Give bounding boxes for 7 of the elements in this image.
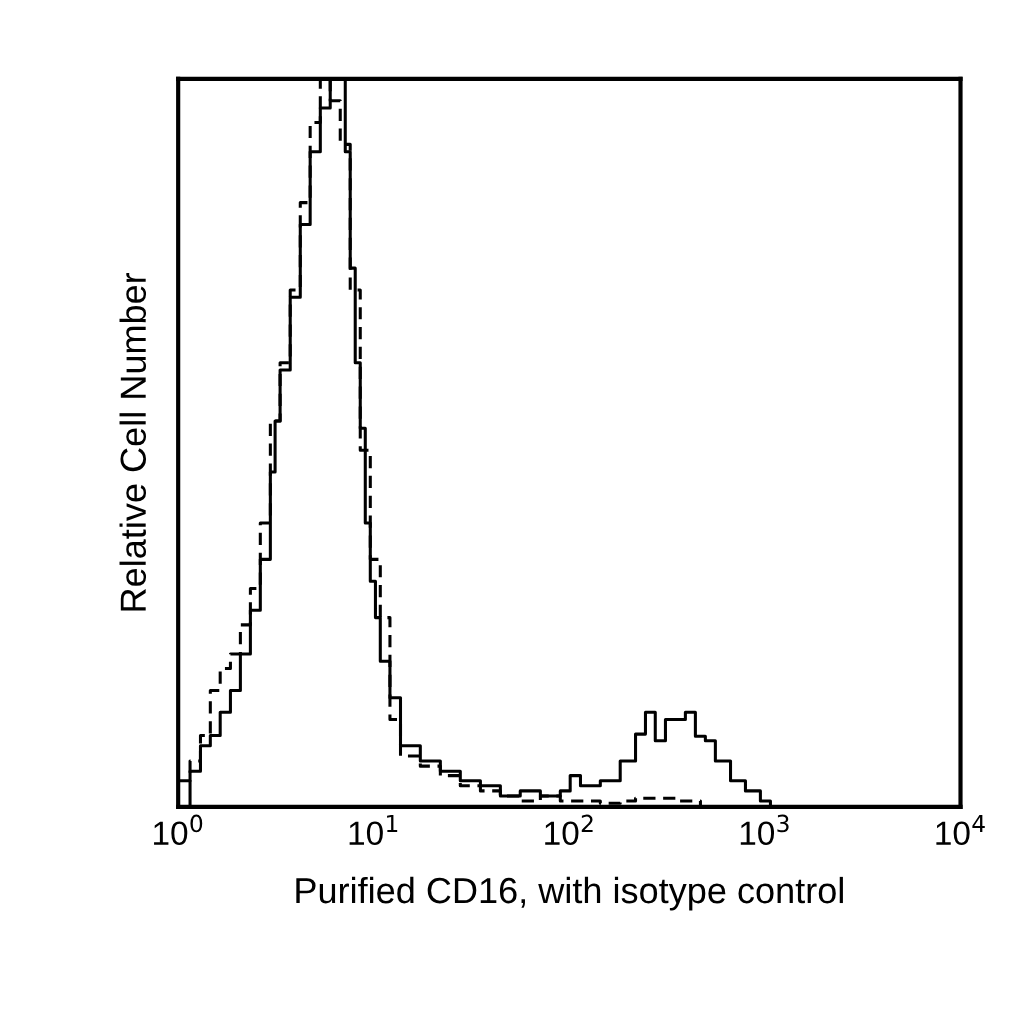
y-axis-title: Relative Cell Number [119, 272, 147, 611]
x-tick-label: 10$^{3}$ [740, 814, 789, 846]
x-tick-label: 10$^{2}$ [545, 814, 593, 846]
x-tick-label: 10$^{0}$ [154, 814, 203, 846]
x-tick-label: 10$^{4}$ [936, 814, 985, 846]
x-axis-title: Purified CD16, with isotype control [296, 876, 843, 911]
x-tick-label: 10$^{1}$ [349, 814, 398, 846]
